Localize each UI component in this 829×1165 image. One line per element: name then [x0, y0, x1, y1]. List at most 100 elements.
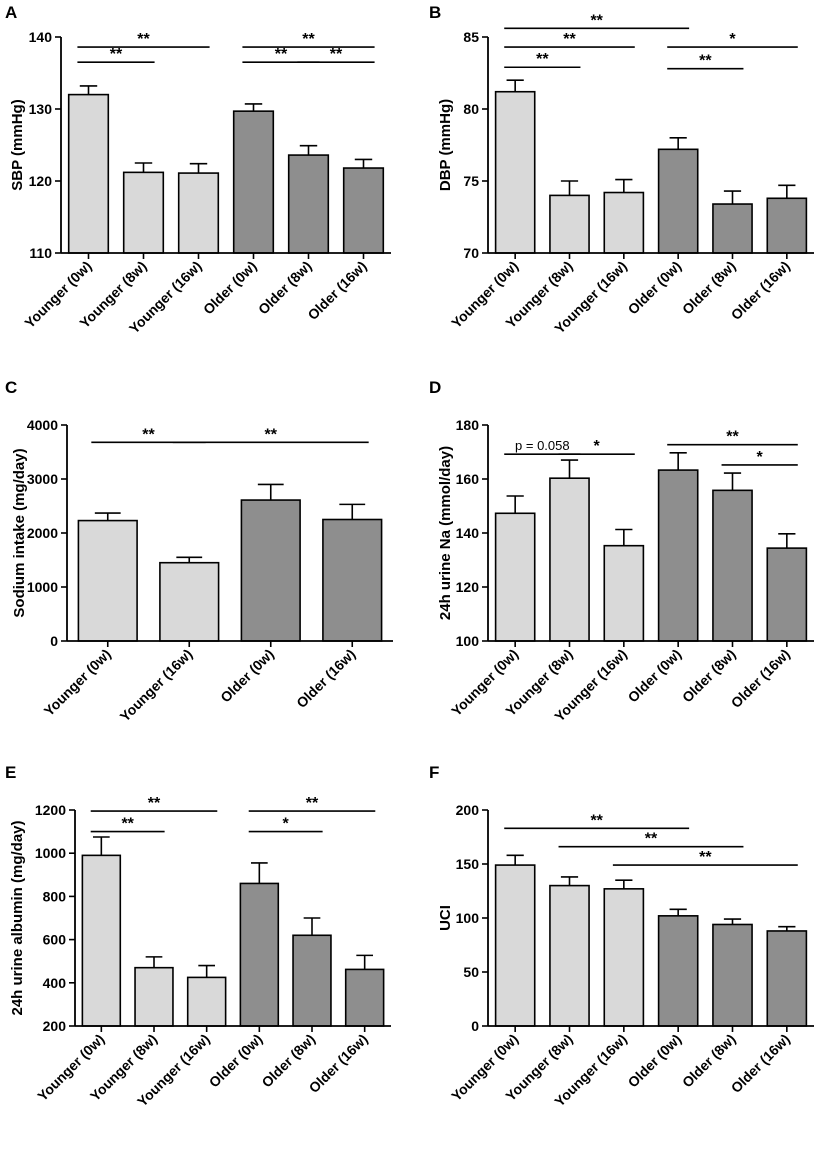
- bar: [766, 197, 808, 254]
- significance-label: **: [699, 849, 712, 866]
- x-tick-label: Younger (16w): [117, 646, 196, 725]
- y-tick-label: 85: [463, 29, 479, 45]
- bar: [240, 499, 301, 642]
- panel-letter: A: [5, 3, 17, 22]
- panel-letter: C: [5, 378, 17, 397]
- bar: [603, 191, 645, 254]
- x-tick-label: Older (8w): [255, 258, 315, 318]
- y-axis-label: 24h urine Na (mmol/day): [437, 446, 454, 620]
- y-tick-label: 1200: [35, 802, 66, 818]
- x-tick-label: Older (0w): [625, 1031, 685, 1091]
- y-tick-label: 50: [463, 964, 479, 980]
- y-tick-label: 180: [456, 417, 480, 433]
- panel-c: C Sodium intake (mg/day) 0 1000 2000 3000 4000…: [5, 378, 393, 725]
- y-tick-label: 2000: [27, 525, 58, 541]
- bar: [712, 489, 753, 642]
- y-tick-label: 120: [29, 173, 53, 189]
- y-tick-label: 3000: [27, 471, 58, 487]
- panel-letter: F: [429, 763, 439, 782]
- significance-label: *: [729, 31, 736, 48]
- significance-label: *: [757, 449, 764, 466]
- bar: [342, 167, 385, 254]
- y-tick-label: 140: [29, 29, 53, 45]
- significance-label: **: [265, 426, 278, 443]
- y-tick-label: 0: [50, 633, 58, 649]
- significance-label: *: [594, 438, 601, 455]
- y-tick-label: 0: [471, 1018, 479, 1034]
- x-tick-label: Older (0w): [200, 258, 260, 318]
- y-tick-label: 120: [456, 579, 480, 595]
- y-tick-label: 800: [43, 888, 67, 904]
- bar: [494, 90, 536, 254]
- bar: [67, 93, 110, 254]
- significance-label: **: [137, 31, 150, 48]
- y-axis-label: SBP (mmHg): [9, 99, 26, 190]
- y-tick-label: 100: [456, 910, 480, 926]
- significance-label: **: [699, 53, 712, 70]
- y-tick-label: 80: [463, 101, 479, 117]
- y-tick-label: 150: [456, 856, 480, 872]
- bar: [603, 888, 645, 1027]
- bar: [186, 976, 227, 1027]
- y-axis-label: DBP (mmHg): [437, 99, 454, 191]
- x-tick-label: Older (0w): [625, 258, 685, 318]
- bar: [122, 171, 165, 254]
- bar: [494, 512, 536, 642]
- y-tick-label: 100: [456, 633, 480, 649]
- panel-letter: B: [429, 3, 441, 22]
- significance-label: *: [283, 816, 290, 833]
- significance-label: **: [306, 795, 319, 812]
- x-tick-label: Older (0w): [206, 1031, 266, 1091]
- y-tick-label: 600: [43, 932, 67, 948]
- x-tick-label: Older (16w): [728, 1031, 793, 1096]
- bar: [766, 547, 808, 642]
- significance-label: **: [590, 12, 603, 29]
- panel-letter: D: [429, 378, 441, 397]
- y-tick-label: 160: [456, 471, 480, 487]
- y-axis-label: Sodium intake (mg/day): [11, 448, 28, 617]
- y-tick-label: 4000: [27, 417, 58, 433]
- bar: [657, 148, 699, 254]
- x-tick-label: Older (16w): [728, 646, 793, 711]
- significance-label: **: [563, 31, 576, 48]
- panel-e: E 24h urine albumin (mg/day) 200 400 600 800 1…: [5, 763, 391, 1110]
- significance-label: **: [536, 51, 549, 68]
- bar: [232, 110, 275, 254]
- significance-label: p = 0.058: [515, 438, 570, 453]
- y-tick-label: 1000: [35, 845, 66, 861]
- significance-label: **: [148, 795, 161, 812]
- bar: [712, 923, 753, 1027]
- significance-label: **: [275, 46, 288, 63]
- y-tick-label: 70: [463, 245, 479, 261]
- bar: [81, 854, 122, 1027]
- significance-label: **: [110, 46, 123, 63]
- bar: [549, 884, 590, 1027]
- x-tick-label: Older (16w): [304, 258, 369, 323]
- bar: [287, 154, 330, 254]
- y-tick-label: 75: [463, 173, 479, 189]
- bar: [657, 915, 699, 1027]
- bar: [712, 203, 753, 254]
- bar: [177, 172, 220, 254]
- bar: [603, 544, 645, 642]
- bar: [77, 519, 138, 642]
- y-tick-label: 130: [29, 101, 53, 117]
- x-tick-label: Older (0w): [625, 646, 685, 706]
- bar: [292, 934, 332, 1027]
- y-tick-label: 400: [43, 975, 67, 991]
- bar: [134, 966, 174, 1027]
- bar: [549, 194, 590, 254]
- y-axis-label: UCI: [437, 905, 454, 931]
- x-tick-label: Younger (0w): [41, 646, 114, 719]
- y-tick-label: 110: [29, 245, 52, 261]
- y-tick-label: 1000: [27, 579, 58, 595]
- significance-label: **: [330, 46, 343, 63]
- y-tick-label: 140: [456, 525, 480, 541]
- bar: [657, 469, 699, 642]
- significance-label: **: [302, 31, 315, 48]
- bar: [494, 864, 536, 1027]
